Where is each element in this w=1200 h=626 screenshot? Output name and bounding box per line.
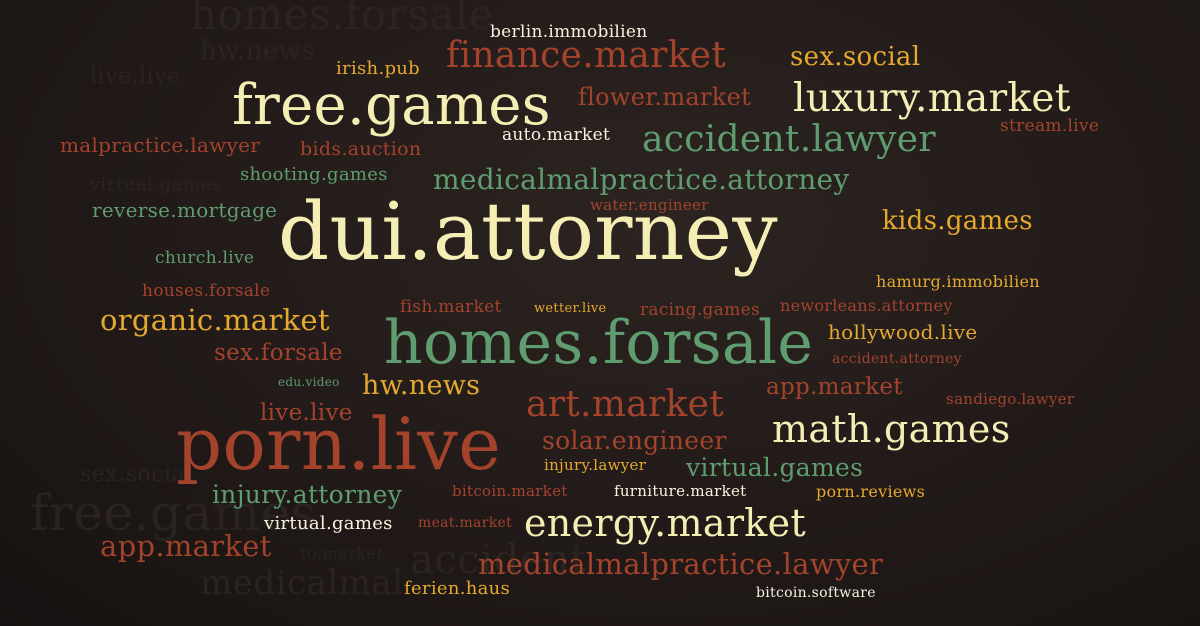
tag-virtual-games-large: virtual.games <box>686 453 864 482</box>
ghost-word: live.live <box>90 64 181 89</box>
tag-virtual-games-small: virtual.games <box>264 513 393 534</box>
tag-houses-forsale: houses.forsale <box>142 281 271 301</box>
tag-auto-market: auto.market <box>502 125 611 145</box>
tag-meat-market: meat.market <box>418 515 512 531</box>
tag-bitcoin-market: bitcoin.market <box>452 482 568 500</box>
tag-edu-video: edu.video <box>278 375 340 389</box>
tag-ferien-haus: ferien.haus <box>404 578 511 599</box>
tag-luxury-market: luxury.market <box>793 76 1071 121</box>
tag-art-market: art.market <box>526 384 724 425</box>
tag-shooting-games: shooting.games <box>240 164 388 185</box>
tag-furniture-market: furniture.market <box>614 482 747 500</box>
ghost-word: free.games <box>30 484 317 542</box>
tag-accident-attorney: accident.attorney <box>832 351 962 367</box>
tag-stream-live: stream.live <box>1000 116 1100 136</box>
tag-organic-market: organic.market <box>100 303 330 337</box>
tag-racing-games: racing.games <box>640 300 760 320</box>
tag-medicalmalpractice-attorney: medicalmalpractice.attorney <box>433 163 850 196</box>
tag-water-engineer: water.engineer <box>590 196 709 214</box>
ghost-word: virtual.games <box>90 174 222 195</box>
tag-injury-attorney: injury.attorney <box>212 480 403 509</box>
ghost-word: homes.forsale <box>190 0 495 39</box>
tag-bitcoin-software: bitcoin.software <box>756 585 876 601</box>
ghost-word: hw.news <box>200 36 316 66</box>
tag-sex-social: sex.social <box>790 42 921 72</box>
tag-accident-lawyer: accident.lawyer <box>642 119 936 160</box>
tag-math-games: math.games <box>772 407 1011 451</box>
tag-hw-news: hw.news <box>362 370 481 401</box>
tag-hamurg-immobilien: hamurg.immobilien <box>876 272 1040 291</box>
tag-reverse-mortgage: reverse.mortgage <box>92 198 278 222</box>
tag-wetter-live: wetter.live <box>534 301 607 316</box>
ghost-word: to.market <box>300 544 384 563</box>
tag-homes-forsale: homes.forsale <box>384 308 814 378</box>
tag-hollywood-live: hollywood.live <box>828 320 978 344</box>
tag-fish-market: fish.market <box>400 297 502 317</box>
tag-app-market-left: app.market <box>100 529 272 563</box>
tag-injury-lawyer: injury.lawyer <box>544 456 647 474</box>
ghost-word: medicalmal <box>200 563 404 603</box>
tag-sex-forsale: sex.forsale <box>214 340 343 366</box>
tag-free-games: free.games <box>232 73 551 138</box>
tag-porn-live: porn.live <box>176 402 502 486</box>
tag-porn-reviews: porn.reviews <box>816 482 926 501</box>
tag-medicalmalpractice-lawyer: medicalmalpractice.lawyer <box>478 547 884 581</box>
tag-bids-auction: bids.auction <box>300 138 422 160</box>
tag-solar-engineer: solar.engineer <box>542 426 727 455</box>
tag-berlin-immobilien: berlin.immobilien <box>490 22 648 42</box>
tag-energy-market: energy.market <box>524 501 806 545</box>
ghost-word: sex.social <box>80 462 193 487</box>
tag-sandiego-lawyer: sandiego.lawyer <box>946 390 1075 408</box>
tag-dui-attorney: dui.attorney <box>278 185 778 278</box>
tag-neworleans-attorney: neworleans.attorney <box>780 296 953 315</box>
tag-malpractice-lawyer: malpractice.lawyer <box>60 133 261 157</box>
tag-live-live: live.live <box>260 400 353 426</box>
tag-irish-pub: irish.pub <box>336 58 421 79</box>
ghost-word: bids.auction <box>420 109 513 125</box>
tag-app-market-right: app.market <box>766 374 903 400</box>
tag-church-live: church.live <box>155 248 255 268</box>
tag-finance-market: finance.market <box>446 35 727 76</box>
ghost-word: accident <box>410 537 587 583</box>
tag-kids-games: kids.games <box>882 206 1033 236</box>
tag-flower-market: flower.market <box>578 83 752 111</box>
